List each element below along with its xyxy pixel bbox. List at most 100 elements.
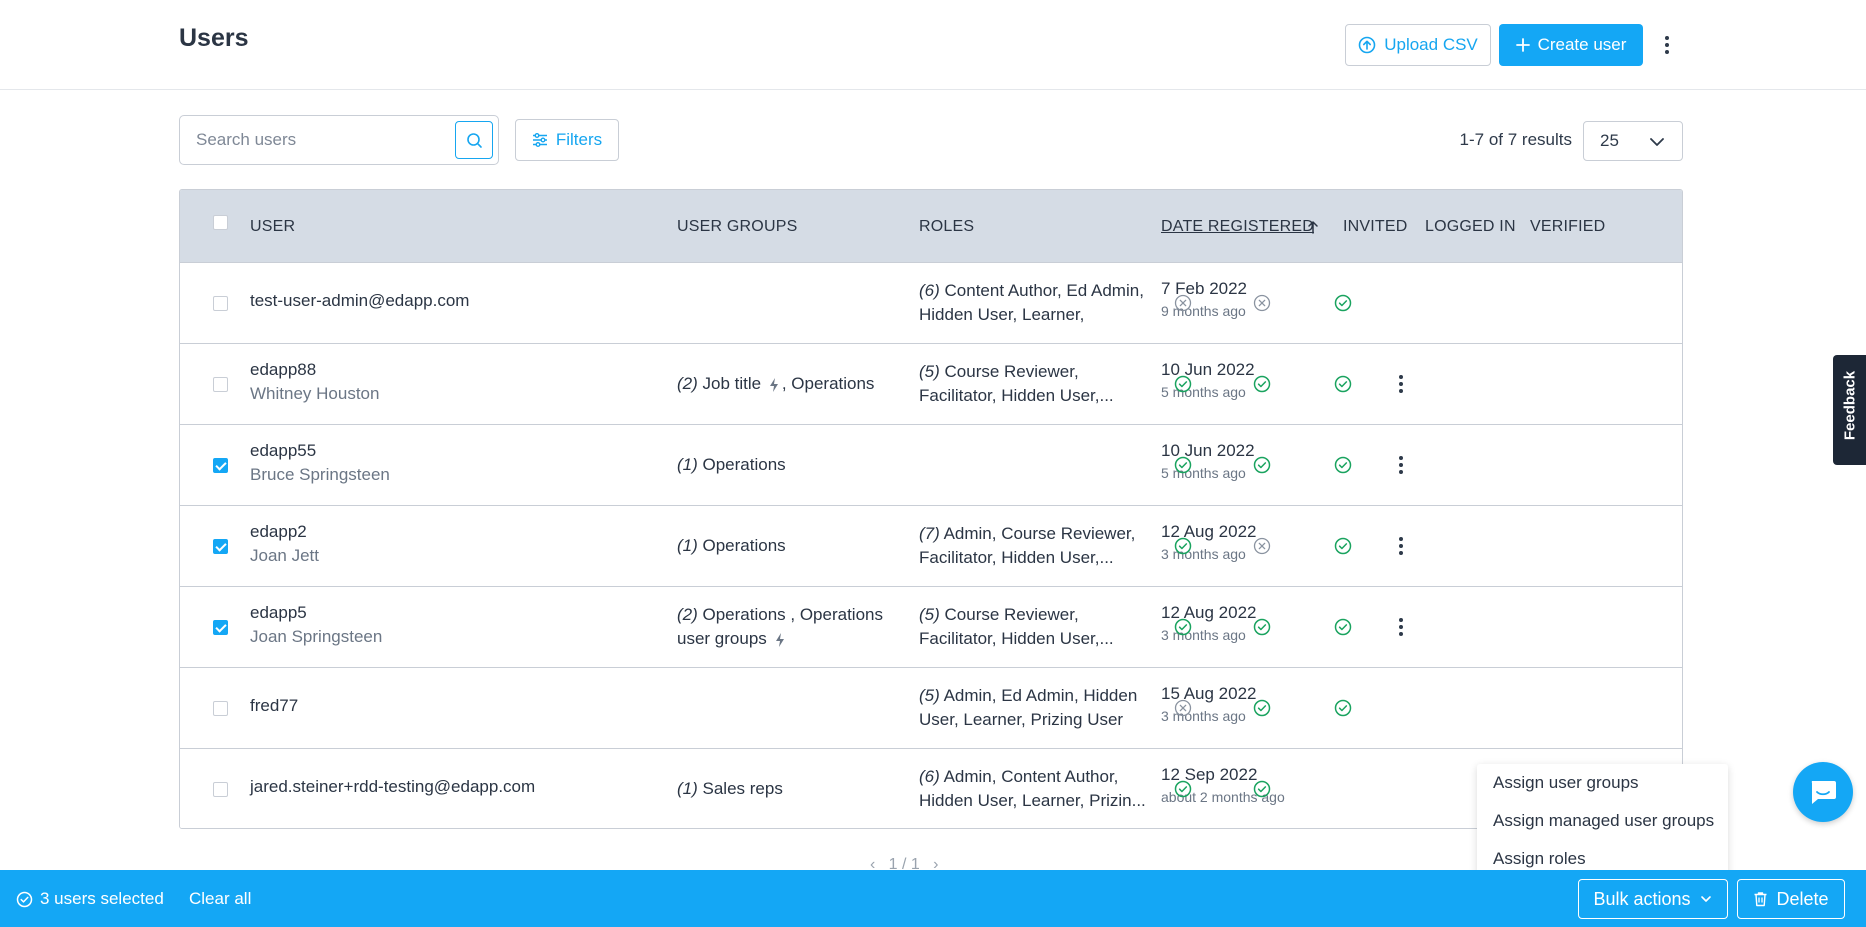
table-row[interactable]: edapp5 Joan Springsteen (2) Operations , O… [180, 586, 1682, 667]
roles-count: (6) [919, 767, 940, 786]
column-invited[interactable]: INVITED [1343, 218, 1408, 235]
row-more-icon[interactable] [1391, 615, 1411, 639]
username[interactable]: jared.steiner+rdd-testing@edapp.com [250, 777, 536, 796]
username[interactable]: edapp88 [250, 360, 317, 379]
menu-assign-roles[interactable]: Assign roles [1493, 849, 1586, 868]
per-page-select[interactable]: 25 [1583, 121, 1683, 161]
more-options-icon[interactable] [1657, 33, 1677, 57]
column-logged-in[interactable]: LOGGED IN [1425, 218, 1516, 235]
full-name: Bruce Springsteen [250, 465, 390, 484]
date-value: 12 Aug 2022 [1161, 603, 1257, 622]
menu-assign-user-groups[interactable]: Assign user groups [1493, 773, 1639, 792]
x-circle-icon [1174, 699, 1192, 717]
roles-list: Course Reviewer, Facilitator, Hidden Use… [919, 605, 1114, 648]
date-value: 12 Sep 2022 [1161, 765, 1258, 784]
upload-icon [1358, 36, 1376, 54]
user-cell[interactable]: test-user-admin@edapp.com [250, 291, 469, 311]
create-user-label: Create user [1537, 35, 1627, 54]
check-circle-icon [1174, 456, 1192, 474]
search-button[interactable] [455, 121, 493, 159]
full-name: Joan Jett [250, 546, 319, 565]
menu-assign-managed-user-groups[interactable]: Assign managed user groups [1493, 811, 1715, 830]
filters-button[interactable]: Filters [515, 119, 619, 161]
username[interactable]: edapp55 [250, 441, 317, 460]
user-cell[interactable]: edapp5 Joan Springsteen [250, 603, 382, 647]
upload-csv-label: Upload CSV [1384, 35, 1478, 54]
roles-cell: (6) Admin, Content Author, Hidden User, … [919, 765, 1149, 813]
user-cell[interactable]: edapp88 Whitney Houston [250, 360, 379, 404]
row-more-icon[interactable] [1391, 453, 1411, 477]
table-row[interactable]: jared.steiner+rdd-testing@edapp.com (1) S… [180, 748, 1682, 828]
user-cell[interactable]: jared.steiner+rdd-testing@edapp.com [250, 777, 535, 797]
lightning-icon [769, 377, 778, 392]
table-row[interactable]: edapp88 Whitney Houston (2) Job title , Op… [180, 343, 1682, 424]
groups-list: Sales reps [697, 779, 783, 798]
username[interactable]: edapp5 [250, 603, 307, 622]
users-table: USER USER GROUPS ROLES DATE REGISTERED I… [179, 189, 1683, 829]
chevron-down-icon [1700, 896, 1711, 902]
check-circle-icon [1334, 699, 1352, 717]
check-circle-icon [1253, 780, 1271, 798]
row-checkbox[interactable] [213, 620, 228, 635]
column-user-groups[interactable]: USER GROUPS [677, 218, 798, 235]
row-more-icon[interactable] [1391, 534, 1411, 558]
groups-list: Operations [697, 455, 786, 474]
clear-all-button[interactable]: Clear all [189, 889, 252, 908]
bulk-actions-label: Bulk actions [1593, 888, 1691, 909]
row-checkbox[interactable] [213, 539, 228, 554]
roles-list: Content Author, Ed Admin, Hidden User, L… [919, 281, 1144, 324]
chevron-down-icon [1650, 138, 1664, 146]
date-relative: 3 months ago [1161, 546, 1246, 562]
date-value: 10 Jun 2022 [1161, 360, 1255, 379]
date-relative: 3 months ago [1161, 627, 1246, 643]
check-circle-icon [1334, 375, 1352, 393]
check-circle-icon [1253, 699, 1271, 717]
roles-cell: (5) Course Reviewer, Facilitator, Hidden… [919, 603, 1149, 651]
x-circle-icon [1174, 294, 1192, 312]
user-cell[interactable]: edapp55 Bruce Springsteen [250, 441, 390, 485]
row-checkbox[interactable] [213, 782, 228, 797]
groups-list: Operations , Operations user groups [677, 605, 883, 648]
column-verified[interactable]: VERIFIED [1530, 218, 1606, 235]
date-registered-cell: 12 Sep 2022 about 2 months ago [1161, 765, 1285, 805]
roles-cell: (7) Admin, Course Reviewer, Facilitator,… [919, 522, 1149, 570]
row-checkbox[interactable] [213, 296, 228, 311]
check-circle-icon [1253, 456, 1271, 474]
column-date-registered[interactable]: DATE REGISTERED [1161, 218, 1314, 235]
row-checkbox[interactable] [213, 458, 228, 473]
chat-launcher-button[interactable] [1793, 762, 1853, 822]
table-row[interactable]: fred77 (5) Admin, Ed Admin, Hidden User, … [180, 667, 1682, 748]
table-row[interactable]: edapp55 Bruce Springsteen (1) Operations 10… [180, 424, 1682, 505]
feedback-label: Feedback [1841, 370, 1859, 441]
delete-button[interactable]: Delete [1737, 879, 1845, 919]
row-more-icon[interactable] [1391, 372, 1411, 396]
top-header: Users Upload CSV Create user [0, 0, 1866, 90]
column-user[interactable]: USER [250, 218, 296, 235]
feedback-tab[interactable]: Feedback [1833, 355, 1866, 465]
upload-csv-button[interactable]: Upload CSV [1345, 24, 1491, 66]
username[interactable]: test-user-admin@edapp.com [250, 291, 470, 310]
check-circle-icon [1174, 537, 1192, 555]
roles-count: (5) [919, 605, 940, 624]
column-roles[interactable]: ROLES [919, 218, 975, 235]
pagination: ‹ 1 / 1 › [870, 856, 939, 873]
x-circle-icon [1253, 537, 1271, 555]
date-registered-cell: 7 Feb 2022 9 months ago [1161, 279, 1247, 319]
select-all-checkbox[interactable] [213, 215, 228, 230]
row-checkbox[interactable] [213, 377, 228, 392]
selection-bar: 3 users selected Clear all Bulk actions … [0, 870, 1866, 927]
bulk-actions-button[interactable]: Bulk actions [1578, 879, 1728, 919]
username[interactable]: fred77 [250, 696, 299, 715]
table-row[interactable]: edapp2 Joan Jett (1) Operations (7) Admin, … [180, 505, 1682, 586]
sort-ascending-icon[interactable] [1306, 219, 1320, 235]
username[interactable]: edapp2 [250, 522, 307, 541]
row-checkbox[interactable] [213, 701, 228, 716]
create-user-button[interactable]: Create user [1499, 24, 1643, 66]
user-cell[interactable]: edapp2 Joan Jett [250, 522, 319, 566]
search-input[interactable] [180, 116, 450, 164]
per-page-value: 25 [1600, 131, 1619, 150]
table-row[interactable]: test-user-admin@edapp.com (6) Content Aut… [180, 262, 1682, 343]
user-cell[interactable]: fred77 [250, 696, 298, 716]
check-circle-icon [1174, 780, 1192, 798]
date-relative: 9 months ago [1161, 303, 1246, 319]
